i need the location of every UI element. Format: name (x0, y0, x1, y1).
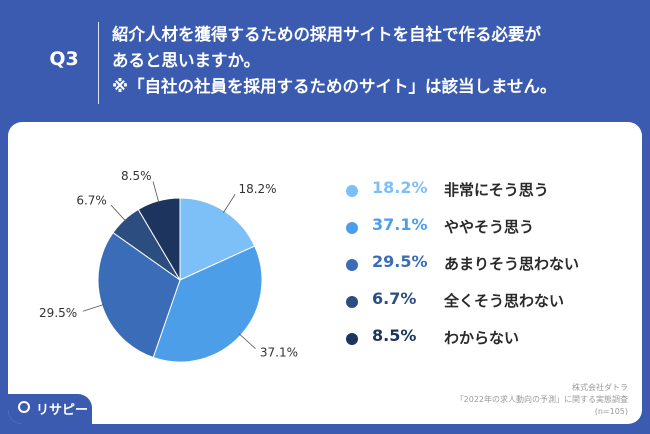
legend-swatch (346, 259, 358, 271)
question-line-3: ※「自社の社員を採用するためのサイト」は該当しません。 (112, 77, 557, 96)
legend-swatch (346, 222, 358, 234)
chart-panel: 18.2% 37.1% 29.5% 6.7% 8.5% 18.2% 非常にそう思う 37.1… (8, 122, 642, 424)
legend-percent: 8.5% (372, 326, 417, 345)
pie-chart: 18.2% 37.1% 29.5% 6.7% 8.5% (39, 169, 298, 363)
pie-leader-line-3 (110, 204, 127, 222)
legend-item-1: 37.1% ややそう思う (346, 213, 626, 250)
legend-item-4: 8.5% わからない (346, 324, 626, 361)
pie-data-label-3: 6.7% (76, 194, 107, 208)
header-divider (98, 22, 99, 104)
chart-legend: 18.2% 非常にそう思う 37.1% ややそう思う 29.5% あまりそう思わない 6.7… (346, 176, 626, 361)
legend-percent: 29.5% (372, 252, 428, 271)
legend-percent: 37.1% (372, 215, 428, 234)
pie-data-label-2: 29.5% (39, 306, 77, 320)
legend-item-3: 6.7% 全くそう思わない (346, 287, 626, 324)
question-text: 紹介人材を獲得するための採用サイトを自社で作る必要が あると思いますか。 ※「自… (112, 22, 642, 100)
legend-swatch (346, 296, 358, 308)
source-sample-size: (n=105) (594, 407, 628, 416)
question-header: Q3 紹介人材を獲得するための採用サイトを自社で作る必要が あると思いますか。 … (0, 0, 650, 122)
legend-item-0: 18.2% 非常にそう思う (346, 176, 626, 213)
source-note: 株式会社ダトラ 「2022年の求人動向の予測」に関する実態調査 (n=105) (456, 382, 628, 418)
question-line-1: 紹介人材を獲得するための採用サイトを自社で作る必要が (112, 25, 541, 44)
legend-label: 非常にそう思う (444, 181, 549, 199)
legend-percent: 18.2% (372, 178, 428, 197)
legend-label: わからない (444, 329, 520, 347)
legend-label: あまりそう思わない (444, 255, 580, 273)
pie-leader-line-1 (238, 333, 256, 349)
question-line-2: あると思いますか。 (112, 51, 261, 70)
pie-leader-line-4 (152, 181, 160, 203)
question-number: Q3 (49, 48, 79, 70)
source-survey: 「2022年の求人動向の予測」に関する実態調査 (455, 395, 628, 404)
pie-data-label-1: 37.1% (260, 346, 298, 360)
legend-label: ややそう思う (444, 218, 535, 236)
brand-logo: リサピー (8, 394, 92, 424)
logo-icon (18, 401, 30, 413)
pie-leader-line-2 (82, 304, 104, 312)
pie-data-label-4: 8.5% (121, 169, 152, 183)
legend-item-2: 29.5% あまりそう思わない (346, 250, 626, 287)
legend-label: 全くそう思わない (444, 292, 565, 310)
legend-percent: 6.7% (372, 289, 417, 308)
pie-leader-line-0 (222, 194, 236, 213)
pie-data-label-0: 18.2% (238, 182, 276, 196)
logo-text: リサピー (36, 403, 89, 418)
source-company: 株式会社ダトラ (572, 383, 628, 392)
legend-swatch (346, 333, 358, 345)
legend-swatch (346, 185, 358, 197)
